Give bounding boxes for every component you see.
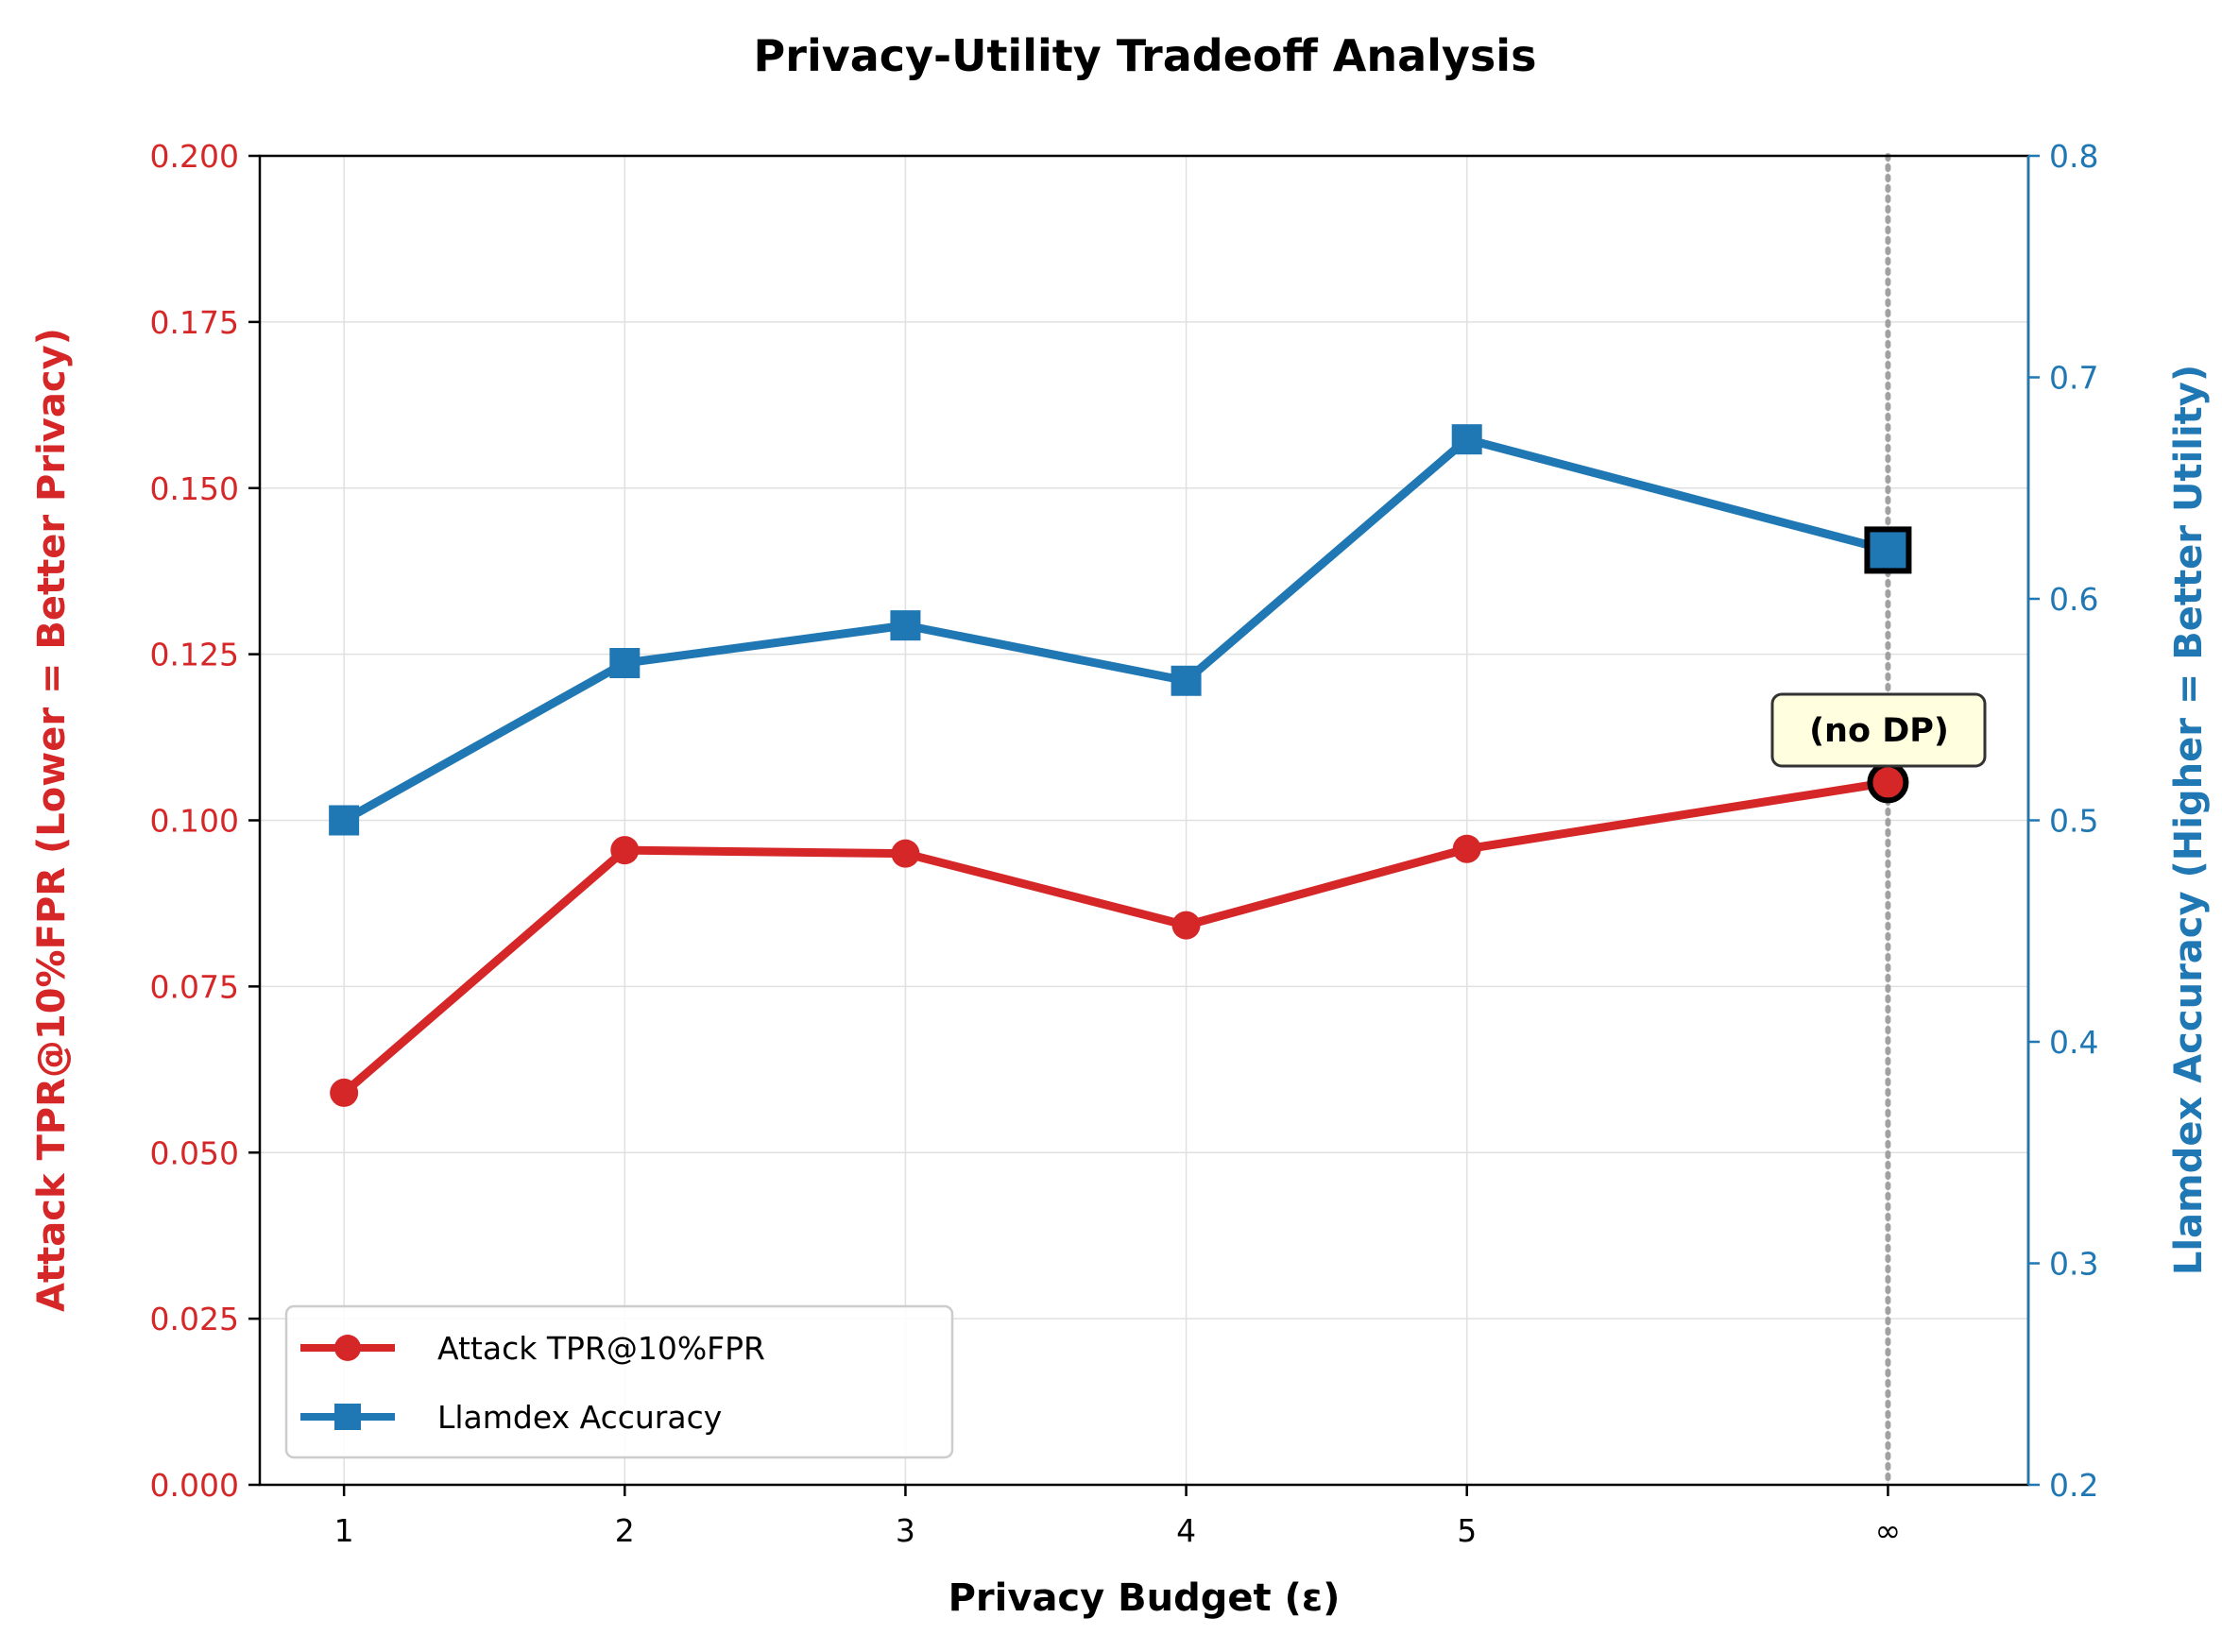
legend: Attack TPR@10%FPR Llamdex Accuracy: [284, 1304, 954, 1459]
y-right-tick-label: 0.8: [2049, 138, 2098, 175]
legend-accuracy-label: Llamdex Accuracy: [437, 1399, 722, 1436]
y-left-tick-label: 0.175: [150, 304, 239, 341]
legend-box: [284, 1304, 954, 1459]
x-axis-label: Privacy Budget (ε): [949, 1576, 1341, 1620]
x-tick-label: 5: [1457, 1512, 1477, 1549]
y-right-tick-label: 0.5: [2049, 803, 2098, 840]
annotation-text: (no DP): [1809, 712, 1949, 750]
attack-tpr-point: [1171, 911, 1201, 940]
legend-attack-marker: [334, 1335, 361, 1361]
chart-title: Privacy-Utility Tradeoff Analysis: [754, 30, 1537, 81]
y-left-tick-label: 0.150: [150, 470, 239, 507]
x-tick-label: 4: [1176, 1512, 1196, 1549]
y-right-tick-label: 0.4: [2049, 1024, 2098, 1061]
y-left-tick-label: 0.025: [150, 1301, 239, 1337]
attack-tpr-point: [1452, 834, 1481, 863]
llamdex-accuracy-point: [890, 610, 921, 641]
attack-tpr-point: [330, 1078, 359, 1107]
x-tick-label: 3: [896, 1512, 915, 1549]
llamdex-accuracy-point: [329, 805, 360, 836]
series-line-llamdex-accuracy: [339, 434, 1892, 825]
llamdex-accuracy-point: [1451, 424, 1482, 455]
attack-tpr-point: [891, 839, 920, 868]
x-tick-label: ∞: [1875, 1512, 1902, 1549]
y-right-tick-label: 0.6: [2049, 581, 2098, 618]
axis-ticks: 0.000 0.025 0.050 0.075 0.100 0.125 0.150 0.175…: [150, 138, 2099, 1549]
grid: [260, 155, 2028, 1486]
y-left-tick-label: 0.000: [150, 1467, 239, 1504]
y-left-tick-label: 0.050: [150, 1134, 239, 1171]
legend-accuracy-marker: [334, 1404, 361, 1430]
y-right-tick-label: 0.3: [2049, 1246, 2098, 1283]
y-left-tick-label: 0.200: [150, 138, 239, 175]
llamdex-accuracy-point: [1171, 665, 1202, 696]
y-axis-right-label: Llamdex Accuracy (Higher = Better Utilit…: [2167, 365, 2211, 1275]
y-axis-left-label: Attack TPR@10%FPR (Lower = Better Privac…: [30, 328, 74, 1312]
y-right-tick-label: 0.2: [2049, 1467, 2098, 1504]
llamdex-accuracy-point: [1864, 526, 1912, 574]
series-layer: [329, 424, 1912, 1107]
series-line-attack-tpr: [339, 777, 1892, 1098]
x-tick-label: 1: [334, 1512, 354, 1549]
attack-tpr-point: [610, 836, 640, 865]
llamdex-accuracy-point: [609, 648, 641, 679]
y-right-tick-label: 0.7: [2049, 360, 2098, 397]
no-dp-annotation: (no DP): [1770, 692, 1987, 768]
x-tick-label: 2: [615, 1512, 635, 1549]
y-left-tick-label: 0.125: [150, 637, 239, 673]
annotation-box: [1770, 692, 1987, 768]
legend-attack-label: Attack TPR@10%FPR: [437, 1330, 765, 1367]
y-left-tick-label: 0.100: [150, 803, 239, 840]
attack-tpr-point: [1867, 761, 1909, 804]
y-left-tick-label: 0.075: [150, 968, 239, 1005]
